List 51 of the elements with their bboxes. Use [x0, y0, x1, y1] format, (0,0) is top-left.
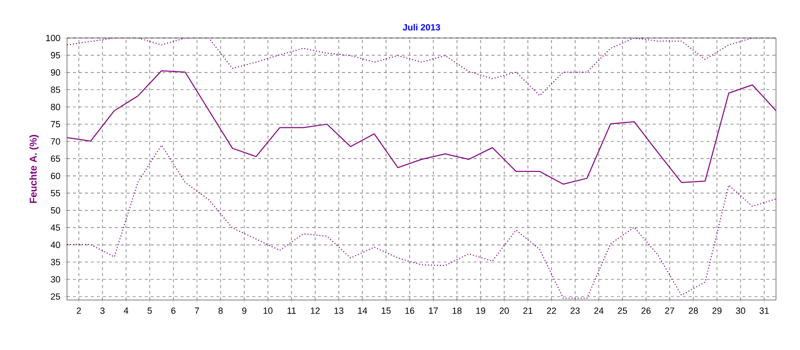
- line-series: [67, 70, 776, 185]
- x-tick-label: 5: [148, 308, 152, 314]
- x-tick-label: 9: [242, 308, 246, 314]
- line-series: [67, 38, 776, 96]
- x-tick-label: 21: [523, 308, 532, 314]
- y-tick-label: 90: [50, 69, 60, 76]
- chart-title: Juli 2013: [402, 24, 440, 30]
- x-tick-label: 17: [429, 308, 438, 314]
- y-tick-label: 25: [50, 293, 60, 300]
- y-tick-label: 70: [50, 138, 60, 145]
- x-tick-label: 23: [570, 308, 580, 314]
- y-axis-title: Feuchte A. (%): [29, 134, 39, 203]
- x-tick-label: 6: [171, 308, 176, 314]
- y-tick-label: 40: [50, 242, 60, 248]
- x-tick-label: 12: [310, 308, 320, 314]
- y-tick-label: 100: [46, 34, 60, 42]
- x-tick-label: 4: [124, 308, 128, 314]
- x-tick-label: 3: [100, 308, 105, 314]
- x-tick-label: 31: [760, 308, 769, 314]
- x-tick-label: 20: [500, 308, 509, 314]
- x-tick-label: 2: [76, 308, 81, 314]
- x-tick-label: 29: [712, 308, 722, 314]
- x-tick-label: 27: [665, 308, 674, 314]
- x-tick-label: 18: [452, 308, 462, 314]
- y-tick-label: 55: [50, 190, 60, 196]
- y-tick-label: 30: [50, 276, 60, 282]
- x-tick-label: 26: [641, 308, 651, 314]
- x-tick-label: 8: [218, 308, 223, 314]
- y-tick-label: 50: [50, 207, 60, 214]
- x-tick-label: 11: [288, 308, 296, 314]
- y-tick-label: 75: [50, 121, 60, 128]
- x-tick-label: 25: [618, 308, 628, 314]
- x-tick-label: 13: [334, 308, 344, 314]
- y-tick-label: 45: [50, 224, 60, 231]
- y-tick-label: 60: [50, 172, 60, 180]
- x-tick-label: 16: [405, 308, 414, 314]
- y-tick-label: 65: [50, 155, 60, 162]
- x-tick-label: 30: [736, 308, 746, 314]
- x-tick-label: 24: [594, 308, 604, 314]
- x-tick-label: 28: [688, 308, 698, 314]
- x-tick-label: 10: [264, 308, 273, 314]
- y-tick-label: 35: [50, 258, 60, 266]
- x-tick-label: 22: [546, 308, 556, 314]
- y-tick-label: 80: [50, 104, 60, 110]
- x-tick-label: 14: [358, 308, 368, 314]
- y-tick-label: 95: [50, 52, 60, 58]
- line-series: [67, 144, 776, 299]
- x-tick-label: 19: [476, 308, 486, 314]
- x-tick-label: 15: [382, 308, 391, 314]
- y-tick-label: 85: [50, 86, 60, 93]
- x-tick-label: 7: [194, 308, 200, 314]
